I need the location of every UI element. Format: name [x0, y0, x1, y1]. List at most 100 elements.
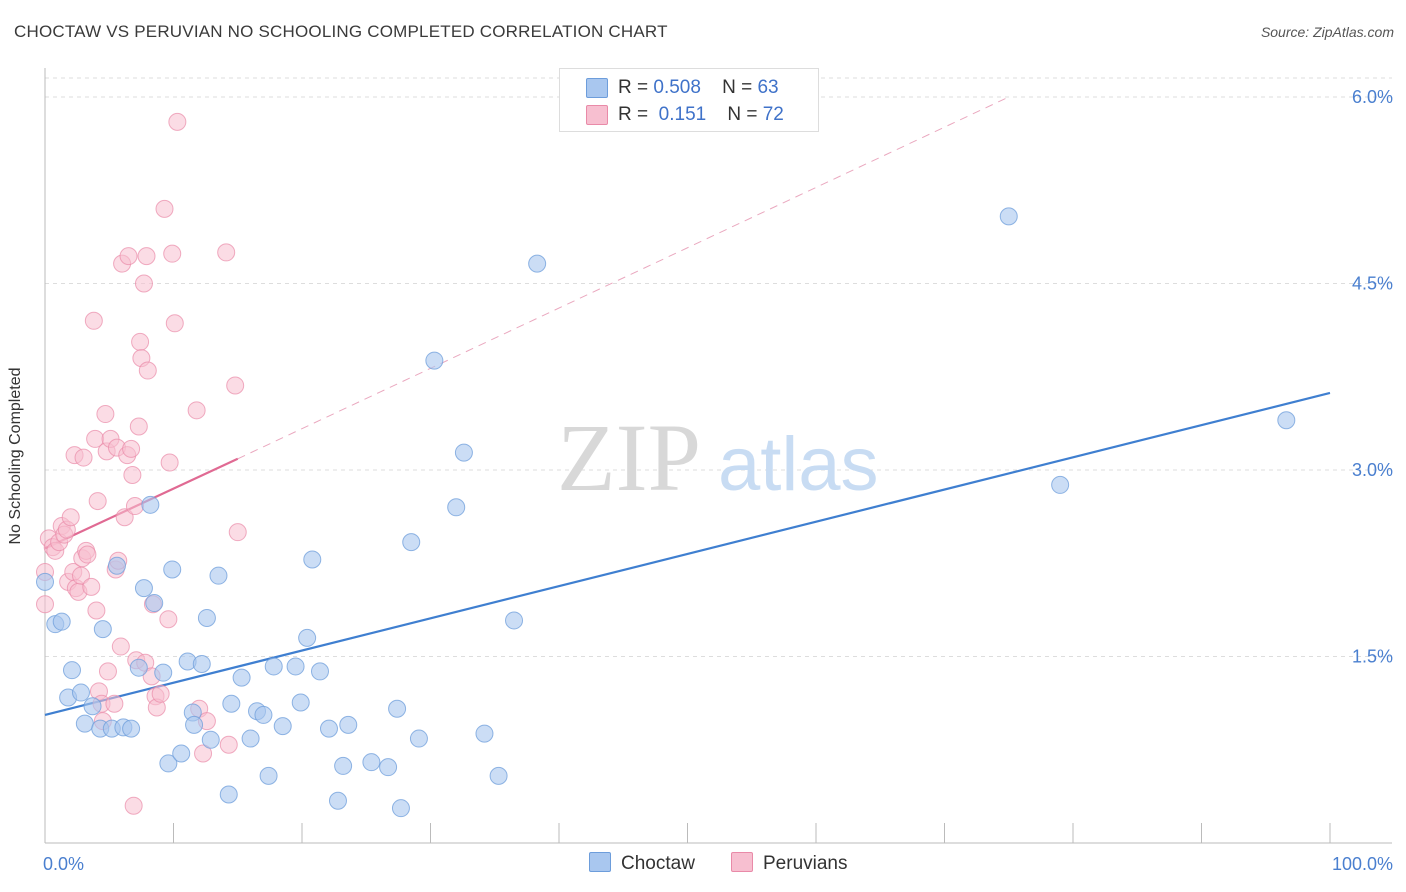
- choctaw-point: [232, 668, 251, 687]
- choctaw-point: [339, 715, 358, 734]
- legend-n-label: N =: [722, 77, 753, 98]
- chart-title: CHOCTAW VS PERUVIAN NO SCHOOLING COMPLET…: [14, 22, 668, 41]
- legend-n-value: 63: [757, 77, 779, 98]
- y-tick-label: 4.5%: [1352, 274, 1393, 294]
- choctaw-point: [489, 766, 508, 785]
- choctaw-point: [159, 754, 178, 773]
- peruvian-point: [165, 314, 184, 333]
- choctaw-point: [93, 620, 112, 639]
- watermark-atlas: atlas: [718, 422, 879, 507]
- choctaw-point: [62, 661, 81, 680]
- peruvian-point: [134, 274, 153, 293]
- choctaw-point: [192, 654, 211, 673]
- choctaw-point: [379, 758, 398, 777]
- choctaw-point: [185, 715, 204, 734]
- choctaw-point: [201, 730, 220, 749]
- peruvian-point: [105, 694, 124, 713]
- choctaw-point: [129, 658, 148, 677]
- choctaw-point: [83, 697, 102, 716]
- choctaw-point: [36, 572, 54, 591]
- peruvian-point: [151, 684, 170, 703]
- choctaw-point: [107, 556, 126, 575]
- choctaw-point: [145, 594, 164, 613]
- peruvian-point: [226, 376, 245, 395]
- choctaw-point: [475, 724, 494, 743]
- peruvian-point: [36, 595, 54, 614]
- choctaw-point: [310, 662, 329, 681]
- tick-labels: 1.5% 3.0% 4.5% 6.0% 0.0% 100.0%: [43, 87, 1393, 874]
- choctaw-point: [454, 443, 473, 462]
- choctaw-point: [71, 683, 90, 702]
- peruvian-point: [84, 311, 103, 330]
- choctaw-point: [219, 785, 238, 804]
- peruvian-point: [129, 417, 148, 436]
- peruvian-point: [61, 508, 80, 527]
- peruvian-point: [219, 735, 238, 754]
- peruvian-point: [168, 112, 187, 131]
- choctaw-point: [505, 611, 524, 630]
- choctaw-point: [122, 719, 141, 738]
- choctaw-point: [291, 693, 310, 712]
- peruvian-point: [87, 601, 106, 620]
- legend-r-label: R =: [618, 77, 649, 98]
- peruvian-point: [125, 497, 144, 516]
- peruvian-swatch: [731, 852, 753, 872]
- peruvian-point: [115, 508, 134, 527]
- choctaw-point: [999, 207, 1018, 226]
- choctaw-point: [264, 657, 283, 676]
- peruvian-point: [124, 796, 143, 815]
- peruvian-point: [155, 199, 174, 218]
- grid-lines: [45, 77, 1392, 657]
- choctaw-point: [409, 729, 428, 748]
- bottom-legend-choctaw: Choctaw: [589, 852, 695, 875]
- peruvian-point: [98, 662, 117, 681]
- choctaw-swatch: [586, 78, 608, 98]
- peruvian-point: [131, 332, 150, 351]
- peruvian-point: [137, 247, 156, 266]
- choctaw-point: [298, 628, 317, 647]
- choctaw-point: [362, 753, 381, 772]
- peruvian-point: [163, 244, 182, 263]
- legend-n-label: N =: [727, 104, 758, 125]
- choctaw-point: [197, 608, 216, 627]
- legend-r-value: 0.151: [658, 104, 707, 125]
- choctaw-point: [425, 351, 444, 370]
- peruvian-trend-extension: [237, 96, 1009, 460]
- peruvian-point: [187, 401, 206, 420]
- peruvian-point: [138, 361, 157, 380]
- choctaw-point: [141, 495, 160, 514]
- peruvian-point: [194, 744, 213, 763]
- choctaw-point: [286, 657, 305, 676]
- source-label: Source: ZipAtlas.com: [1260, 24, 1394, 40]
- choctaw-point: [259, 766, 278, 785]
- peruvian-point: [82, 577, 101, 596]
- choctaw-point: [273, 717, 292, 736]
- y-tick-label: 1.5%: [1352, 647, 1393, 667]
- peruvian-legend-label: Peruvians: [763, 853, 848, 874]
- peruvian-point: [96, 405, 115, 424]
- peruvian-point: [74, 448, 93, 467]
- choctaw-point: [303, 550, 322, 569]
- peruvian-point: [88, 492, 107, 511]
- choctaw-point: [388, 699, 407, 718]
- peruvian-point: [122, 439, 141, 458]
- choctaw-point: [328, 791, 347, 810]
- y-axis-label: No Schooling Completed: [7, 367, 24, 545]
- choctaw-point: [447, 498, 466, 517]
- choctaw-point: [163, 560, 182, 579]
- peruvian-point: [159, 610, 178, 629]
- bottom-legend-peruvians: Peruvians: [731, 852, 848, 875]
- choctaw-point: [1277, 411, 1296, 430]
- choctaw-point: [75, 714, 94, 733]
- peruvian-point: [78, 545, 97, 564]
- peruvian-point: [123, 465, 142, 484]
- watermark: ZIP atlas: [557, 404, 879, 511]
- peruvian-point: [228, 523, 247, 542]
- peruvian-point: [111, 637, 130, 656]
- choctaw-point: [528, 254, 547, 273]
- y-tick-label: 3.0%: [1352, 460, 1393, 480]
- x-tick-label: 100.0%: [1332, 854, 1393, 874]
- y-tick-label: 6.0%: [1352, 87, 1393, 107]
- peruvian-point: [119, 247, 138, 266]
